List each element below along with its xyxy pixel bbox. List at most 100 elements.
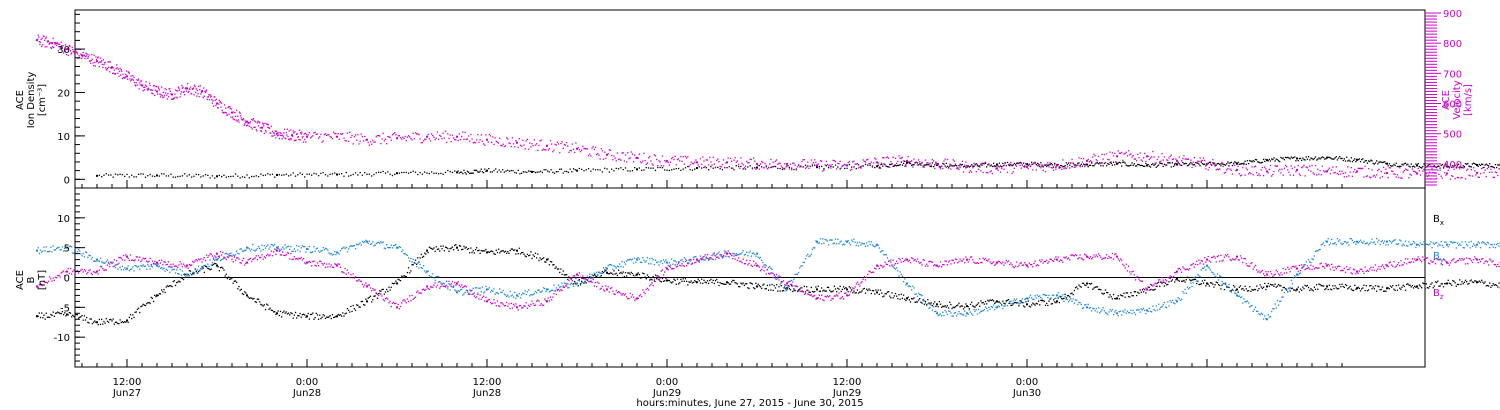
solar-wind-velocity-sample — [240, 117, 242, 119]
magnetic-field-bx-sample — [485, 248, 487, 251]
magnetic-field-by-sample — [353, 245, 356, 247]
solar-wind-velocity-sample — [394, 132, 396, 134]
ion-density-sample — [1417, 163, 1419, 165]
magnetic-field-bx-sample — [1063, 297, 1065, 300]
solar-wind-velocity-sample — [152, 93, 154, 95]
magnetic-field-by-sample — [554, 289, 556, 292]
ion-density-sample — [1452, 165, 1454, 167]
ion-density-sample — [329, 173, 331, 175]
magnetic-field-bx-sample — [1108, 296, 1110, 298]
magnetic-field-by-sample — [1214, 275, 1216, 278]
magnetic-field-bx-sample — [1478, 280, 1481, 282]
ion-density-sample — [470, 172, 472, 174]
magnetic-field-by-sample — [778, 279, 780, 281]
solar-wind-velocity-sample — [1454, 178, 1456, 180]
ion-density-sample — [874, 166, 876, 169]
magnetic-field-by-sample — [281, 248, 283, 250]
magnetic-field-bx-sample — [180, 277, 182, 279]
magnetic-field-bx-sample — [529, 254, 531, 256]
magnetic-field-by-sample — [866, 242, 868, 244]
solar-wind-velocity-sample — [842, 164, 845, 166]
magnetic-field-by-sample — [821, 243, 823, 245]
solar-wind-velocity-sample — [287, 138, 290, 140]
magnetic-field-bx-sample — [860, 291, 862, 293]
magnetic-field-by-sample — [704, 259, 706, 261]
ion-density-sample — [1109, 161, 1111, 163]
magnetic-field-bx-sample — [103, 320, 105, 323]
magnetic-field-by-sample — [770, 267, 772, 269]
ion-density-sample — [384, 172, 387, 174]
solar-wind-velocity-sample — [758, 168, 761, 170]
ion-density-sample — [179, 175, 181, 177]
magnetic-field-bx-sample — [968, 308, 971, 310]
magnetic-field-bx-sample — [688, 281, 690, 283]
solar-wind-velocity-sample — [954, 163, 957, 165]
solar-wind-velocity-sample — [212, 100, 214, 102]
ion-density-sample — [1191, 163, 1193, 165]
magnetic-field-bx-sample — [796, 290, 799, 292]
ion-density-sample — [934, 164, 936, 166]
magnetic-field-by-sample — [229, 253, 231, 255]
magnetic-field-by-sample — [631, 258, 634, 260]
magnetic-field-by-sample — [1111, 308, 1114, 311]
magnetic-field-by-sample — [465, 289, 467, 291]
ion-density-sample — [765, 166, 767, 168]
magnetic-field-bx-sample — [150, 296, 152, 299]
solar-wind-velocity-sample — [1059, 166, 1062, 169]
magnetic-field-bx-sample — [840, 290, 842, 293]
ion-density-point — [216, 175, 218, 178]
magnetic-field-by-sample — [271, 244, 274, 246]
magnetic-field-bx-sample — [1041, 299, 1043, 302]
solar-wind-velocity-sample — [197, 85, 200, 88]
magnetic-field-bx-sample — [1349, 285, 1351, 287]
solar-wind-velocity-sample — [899, 157, 901, 159]
solar-wind-velocity-sample — [919, 161, 921, 163]
solar-wind-velocity-sample — [132, 74, 134, 77]
solar-wind-velocity-sample — [1102, 158, 1104, 160]
magnetic-field-by-sample — [1252, 310, 1254, 313]
magnetic-field-bx-sample — [1162, 281, 1164, 283]
solar-wind-velocity-sample — [464, 131, 466, 134]
solar-wind-velocity-sample — [317, 137, 320, 139]
magnetic-field-bx-sample — [611, 272, 613, 274]
magnetic-field-bx-sample — [47, 316, 50, 318]
solar-wind-velocity-sample — [304, 132, 306, 134]
ion-density-sample — [889, 163, 891, 166]
magnetic-field-bx-sample — [957, 304, 959, 306]
solar-wind-velocity-sample — [796, 166, 799, 168]
solar-wind-velocity-sample — [1445, 174, 1447, 176]
solar-wind-velocity-sample — [742, 164, 744, 166]
ion-density-sample — [451, 171, 454, 174]
magnetic-field-bx-sample — [656, 278, 658, 280]
magnetic-field-bx-sample — [391, 282, 394, 284]
ion-density-sample — [1137, 163, 1139, 166]
ion-density-sample — [244, 176, 246, 178]
solar-wind-velocity-sample — [289, 139, 291, 141]
ion-density-sample — [647, 167, 650, 169]
magnetic-field-bx-sample — [923, 303, 926, 305]
solar-wind-velocity-sample — [674, 155, 676, 158]
magnetic-field-bx-sample — [416, 263, 418, 265]
solar-wind-velocity-sample — [735, 161, 737, 163]
magnetic-field-bx-sample — [174, 284, 177, 287]
ion-density-sample — [1365, 159, 1367, 162]
solar-wind-velocity-sample — [1123, 153, 1125, 155]
magnetic-field-bx-sample — [647, 276, 650, 278]
magnetic-field-bx-sample — [67, 314, 69, 316]
magnetic-field-by-sample — [1013, 298, 1016, 300]
magnetic-field-bx-sample — [1427, 287, 1430, 289]
magnetic-field-bx-sample — [207, 267, 209, 270]
magnetic-field-bx-sample — [1055, 302, 1057, 304]
solar-wind-velocity-sample — [1104, 162, 1107, 164]
magnetic-field-bx-sample — [261, 304, 263, 306]
solar-wind-velocity-sample — [128, 72, 131, 74]
magnetic-field-bx-sample — [480, 250, 482, 252]
magnetic-field-by-sample — [1232, 289, 1235, 292]
solar-wind-velocity-sample — [624, 154, 627, 156]
magnetic-field-by-sample — [1317, 250, 1319, 252]
solar-wind-velocity-sample — [1112, 155, 1115, 157]
magnetic-field-bx-sample — [972, 305, 974, 307]
solar-wind-velocity-sample — [1471, 175, 1474, 177]
magnetic-field-bx-sample — [442, 245, 444, 247]
magnetic-field-by-sample — [616, 265, 619, 267]
